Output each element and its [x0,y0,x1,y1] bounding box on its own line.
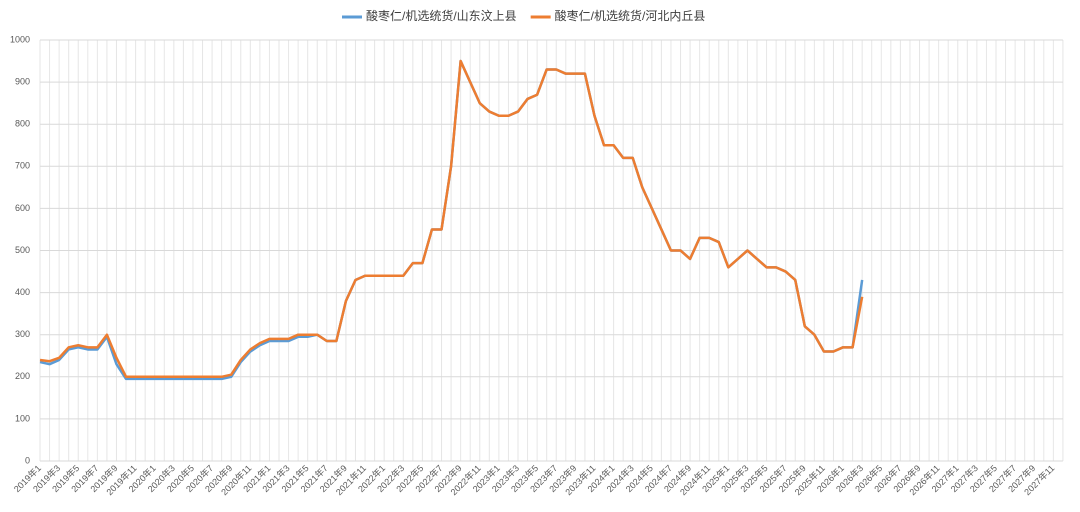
y-tick-label: 700 [15,161,30,171]
y-tick-label: 900 [15,76,30,86]
y-tick-label: 400 [15,287,30,297]
y-tick-label: 600 [15,203,30,213]
y-tick-label: 1000 [10,34,30,44]
legend: 酸枣仁/机选统货/山东汶上县 酸枣仁/机选统货/河北内丘县 [342,8,705,23]
legend-label: 酸枣仁/机选统货/河北内丘县 [555,8,706,23]
legend-label: 酸枣仁/机选统货/山东汶上县 [366,8,517,23]
y-tick-label: 500 [15,245,30,255]
y-tick-label: 100 [15,413,30,423]
y-tick-label: 0 [25,455,30,465]
y-tick-label: 800 [15,119,30,129]
y-tick-label: 300 [15,329,30,339]
y-tick-label: 200 [15,371,30,381]
series-line [39,59,864,379]
